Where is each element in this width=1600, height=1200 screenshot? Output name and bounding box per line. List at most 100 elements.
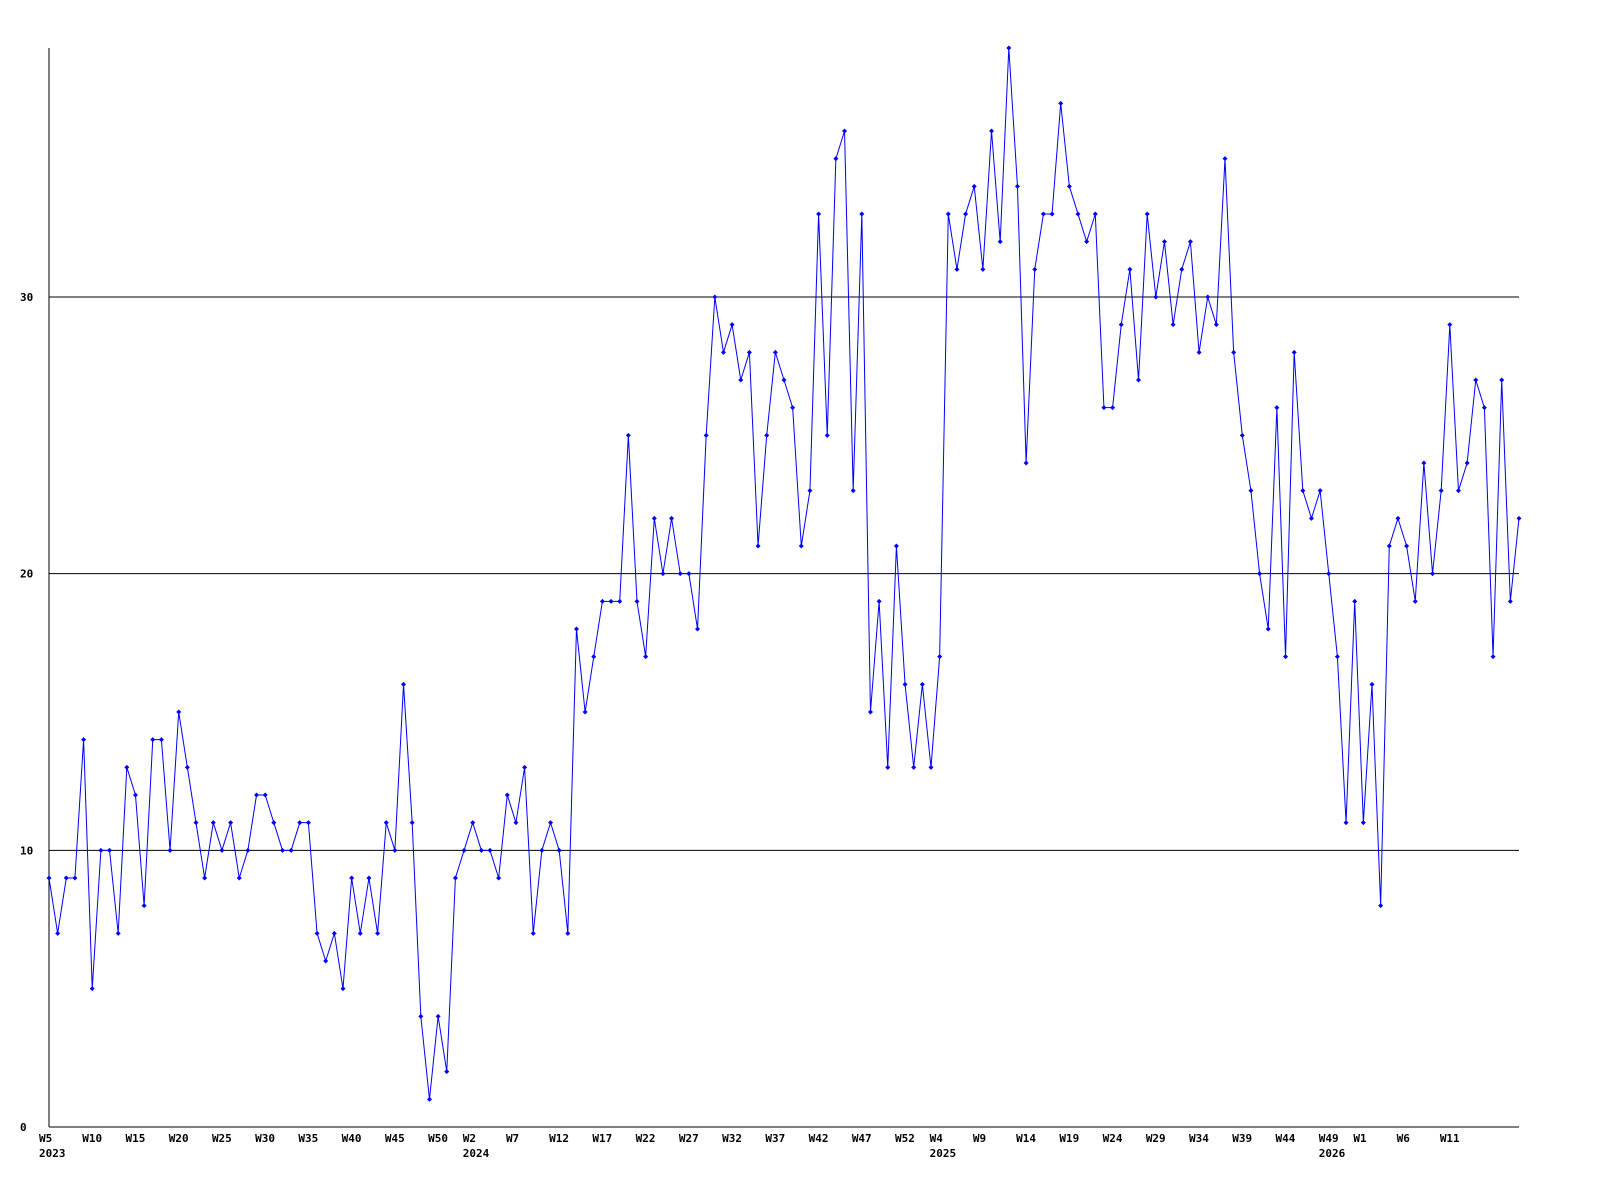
point (1196, 349, 1202, 355)
point (1369, 681, 1375, 687)
point (963, 211, 969, 217)
point (236, 875, 242, 881)
point (1006, 45, 1012, 51)
y-tick-label: 30 (20, 291, 33, 304)
point (193, 820, 199, 826)
x-tick-label: W11 (1440, 1132, 1460, 1145)
point (945, 211, 951, 217)
point (1404, 543, 1410, 549)
point (262, 792, 268, 798)
point (1110, 405, 1116, 411)
point (98, 847, 104, 853)
x-tick-label: W5 (39, 1132, 52, 1145)
point (1179, 266, 1185, 272)
point (487, 847, 493, 853)
point (176, 709, 182, 715)
point (1421, 460, 1427, 466)
point (1014, 183, 1020, 189)
point (902, 681, 908, 687)
point (150, 737, 156, 743)
point (703, 432, 709, 438)
x-tick-label: W29 (1146, 1132, 1166, 1145)
point (660, 571, 666, 577)
point (202, 875, 208, 881)
x-tick-label: W44 (1276, 1132, 1296, 1145)
point (444, 1069, 450, 1075)
point (980, 266, 986, 272)
point (366, 875, 372, 881)
point (1516, 515, 1522, 521)
point (63, 875, 69, 881)
point (677, 571, 683, 577)
point (46, 875, 52, 881)
point (755, 543, 761, 549)
point (1084, 239, 1090, 245)
point (1075, 211, 1081, 217)
x-tick-label: W52 (895, 1132, 915, 1145)
point (228, 820, 234, 826)
point (1257, 571, 1263, 577)
y-tick-label: 0 (20, 1121, 27, 1134)
point (617, 598, 623, 604)
point (573, 626, 579, 632)
x-group-label: 2024 (463, 1147, 490, 1160)
point (1464, 460, 1470, 466)
point (141, 903, 147, 909)
point (634, 598, 640, 604)
point (297, 820, 303, 826)
x-tick-label: W1 (1353, 1132, 1367, 1145)
point (859, 211, 865, 217)
y-tick-label: 20 (20, 568, 33, 581)
point (314, 930, 320, 936)
point (167, 847, 173, 853)
point (876, 598, 882, 604)
point (738, 377, 744, 383)
point (210, 820, 216, 826)
point (764, 432, 770, 438)
x-tick-label: W40 (342, 1132, 362, 1145)
point (1481, 405, 1487, 411)
point (461, 847, 467, 853)
point (375, 930, 381, 936)
point (1213, 322, 1219, 328)
point (1205, 294, 1211, 300)
point (885, 764, 891, 770)
point (496, 875, 502, 881)
point (816, 211, 822, 217)
x-tick-label: W42 (809, 1132, 829, 1145)
point (1430, 571, 1436, 577)
x-tick-label: W9 (973, 1132, 986, 1145)
point (971, 183, 977, 189)
x-group-label: 2026 (1319, 1147, 1346, 1160)
point (1326, 571, 1332, 577)
x-tick-label: W39 (1232, 1132, 1252, 1145)
point (1412, 598, 1418, 604)
point (383, 820, 389, 826)
point (392, 847, 398, 853)
point (746, 349, 752, 355)
point (1507, 598, 1513, 604)
point (1447, 322, 1453, 328)
point (72, 875, 78, 881)
point (349, 875, 355, 881)
point (331, 930, 337, 936)
point (107, 847, 113, 853)
y-tick-label: 10 (20, 844, 33, 857)
point (1499, 377, 1505, 383)
point (245, 847, 251, 853)
point (1352, 598, 1358, 604)
point (1239, 432, 1245, 438)
point (842, 128, 848, 134)
point (695, 626, 701, 632)
x-tick-label: W17 (592, 1132, 612, 1145)
x-tick-label: W47 (852, 1132, 872, 1145)
point (452, 875, 458, 881)
point (928, 764, 934, 770)
x-tick-label: W15 (125, 1132, 145, 1145)
point (1378, 903, 1384, 909)
point (1040, 211, 1046, 217)
point (608, 598, 614, 604)
point (1360, 820, 1366, 826)
point (279, 847, 285, 853)
